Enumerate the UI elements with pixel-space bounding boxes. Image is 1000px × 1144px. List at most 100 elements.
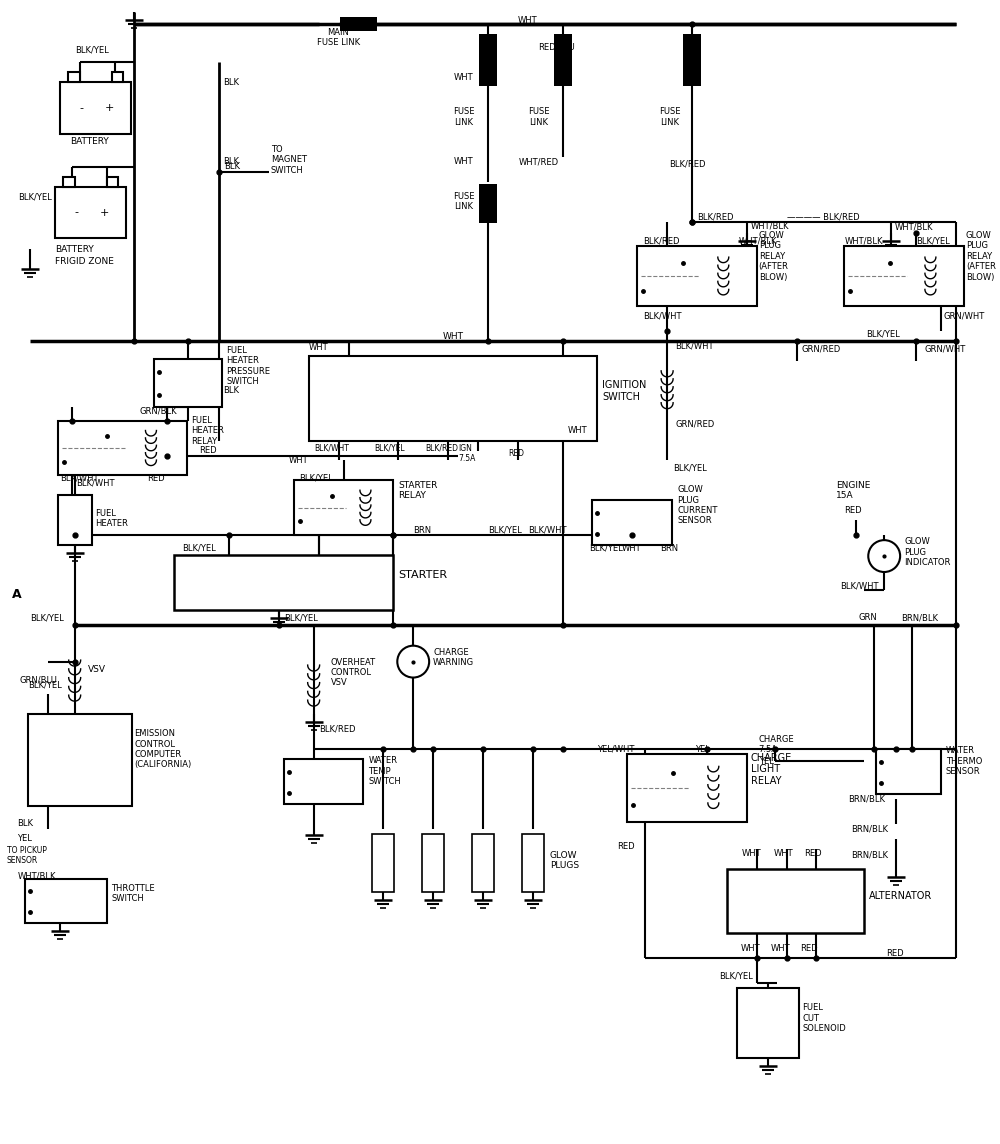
- Text: BLK/WHT: BLK/WHT: [315, 443, 350, 452]
- Text: BRN/BLK: BRN/BLK: [901, 613, 938, 622]
- Text: WHT: WHT: [289, 456, 308, 464]
- Text: CHARGE
WARNING: CHARGE WARNING: [433, 648, 474, 667]
- Text: BLK/YEL: BLK/YEL: [18, 192, 52, 201]
- Text: YEL: YEL: [17, 834, 32, 843]
- Text: YEL/WHT: YEL/WHT: [597, 745, 635, 754]
- Bar: [55, 186, 126, 238]
- Text: GRN/RED: GRN/RED: [675, 419, 714, 428]
- Bar: [737, 988, 799, 1058]
- Text: BLK/YEL: BLK/YEL: [182, 543, 216, 553]
- Text: GRN/BLK: GRN/BLK: [139, 406, 177, 415]
- Text: FUEL
HEATER
PRESSURE
SWITCH: FUEL HEATER PRESSURE SWITCH: [226, 345, 270, 386]
- Bar: [554, 34, 572, 86]
- Bar: [294, 480, 393, 535]
- Text: GLOW
PLUG
RELAY
(AFTER
BLOW): GLOW PLUG RELAY (AFTER BLOW): [759, 231, 789, 281]
- Text: IGNITION
SWITCH: IGNITION SWITCH: [602, 380, 647, 402]
- Text: FUSE
LINK: FUSE LINK: [453, 108, 475, 127]
- Text: OVERHEAT
CONTROL
VSV: OVERHEAT CONTROL VSV: [331, 658, 376, 688]
- Text: WHT/BLK: WHT/BLK: [751, 222, 789, 231]
- Text: BLK/YEL: BLK/YEL: [916, 237, 950, 246]
- Text: YEL: YEL: [695, 745, 710, 754]
- Text: STARTER
RELAY: STARTER RELAY: [398, 480, 438, 500]
- Text: WHT: WHT: [568, 426, 587, 435]
- Text: FUEL
HEATER
RELAY: FUEL HEATER RELAY: [191, 415, 224, 445]
- Text: BLK/WHT: BLK/WHT: [528, 526, 566, 534]
- Text: BLK/YEL: BLK/YEL: [488, 526, 522, 534]
- Bar: [60, 82, 131, 134]
- Text: BLK/WHT: BLK/WHT: [329, 506, 367, 515]
- Text: BLK: BLK: [17, 819, 33, 828]
- Text: GRN/RED: GRN/RED: [802, 344, 841, 353]
- Bar: [107, 176, 118, 186]
- Text: RED: RED: [508, 448, 524, 458]
- Text: WHT: WHT: [518, 16, 537, 25]
- Bar: [68, 72, 80, 82]
- Text: WHT/BLK: WHT/BLK: [895, 223, 934, 232]
- Text: BLK/WHT: BLK/WHT: [60, 474, 98, 483]
- Bar: [372, 834, 394, 891]
- Text: WHT: WHT: [621, 543, 641, 553]
- Text: WATER
THERMO
SENSOR: WATER THERMO SENSOR: [946, 746, 982, 776]
- Text: RED: RED: [805, 849, 822, 858]
- Bar: [63, 176, 75, 186]
- Text: YEL: YEL: [759, 756, 774, 765]
- Text: FUSE
LINK: FUSE LINK: [659, 108, 681, 127]
- Bar: [58, 421, 187, 476]
- Bar: [309, 356, 597, 440]
- Text: WHT: WHT: [741, 944, 760, 953]
- Text: RED: RED: [147, 474, 165, 483]
- Text: BLK/YEL: BLK/YEL: [719, 971, 753, 980]
- Bar: [472, 834, 494, 891]
- Text: RED: RED: [886, 948, 904, 958]
- Text: BLK/YEL: BLK/YEL: [284, 613, 318, 622]
- Text: -: -: [79, 103, 83, 113]
- Bar: [522, 834, 544, 891]
- Bar: [154, 359, 222, 407]
- Text: THROTTLE
SWITCH: THROTTLE SWITCH: [112, 884, 155, 904]
- Text: BLK/YEL: BLK/YEL: [75, 46, 108, 55]
- Bar: [479, 184, 497, 223]
- Text: BLK/RED: BLK/RED: [643, 237, 680, 246]
- Text: VSV: VSV: [88, 665, 106, 674]
- Text: +: +: [100, 207, 110, 217]
- Text: BLK: BLK: [223, 78, 239, 87]
- Bar: [727, 868, 864, 934]
- Text: GRN/WHT: GRN/WHT: [924, 344, 965, 353]
- Bar: [58, 495, 92, 545]
- Text: RED: RED: [199, 446, 217, 455]
- Text: BLK/YEL: BLK/YEL: [299, 474, 332, 483]
- Text: BATTERY: BATTERY: [70, 137, 108, 146]
- Text: RED: RED: [617, 842, 635, 851]
- Text: BRN: BRN: [660, 543, 678, 553]
- Text: TO
MAGNET
SWITCH: TO MAGNET SWITCH: [271, 145, 307, 175]
- Text: RED/BLU: RED/BLU: [538, 42, 574, 51]
- Text: BLK: BLK: [223, 157, 239, 166]
- Text: ENGINE
15A: ENGINE 15A: [836, 480, 871, 500]
- Text: ———— BLK/RED: ———— BLK/RED: [787, 212, 859, 221]
- Text: FUSE
LINK: FUSE LINK: [528, 108, 549, 127]
- Text: BLK: BLK: [224, 162, 240, 172]
- Text: FUEL
HEATER: FUEL HEATER: [96, 509, 128, 527]
- Text: WHT/BLK: WHT/BLK: [18, 872, 56, 880]
- Text: BRN: BRN: [413, 526, 431, 534]
- Bar: [683, 34, 701, 86]
- Text: BLK/YEL: BLK/YEL: [589, 543, 623, 553]
- Text: WHT: WHT: [443, 332, 464, 341]
- Text: WHT: WHT: [454, 157, 474, 166]
- Text: TO PICKUP: TO PICKUP: [7, 847, 47, 856]
- Text: WHT: WHT: [774, 849, 793, 858]
- Text: GLOW
PLUG
CURRENT
SENSOR: GLOW PLUG CURRENT SENSOR: [677, 485, 717, 525]
- Text: BLK/RED: BLK/RED: [697, 212, 734, 221]
- Text: WHT/BLK: WHT/BLK: [739, 237, 777, 246]
- Bar: [637, 246, 757, 307]
- Bar: [340, 17, 377, 31]
- Text: +: +: [105, 103, 115, 113]
- Text: SENSOR: SENSOR: [7, 856, 38, 865]
- Bar: [592, 500, 672, 545]
- Text: WHT: WHT: [454, 72, 474, 81]
- Text: BLK/RED: BLK/RED: [425, 443, 458, 452]
- Text: BRN/BLK: BRN/BLK: [848, 795, 885, 803]
- Bar: [479, 34, 497, 86]
- Text: FUSE
LINK: FUSE LINK: [453, 192, 475, 212]
- Text: CHARGE
LIGHT
RELAY: CHARGE LIGHT RELAY: [751, 753, 792, 786]
